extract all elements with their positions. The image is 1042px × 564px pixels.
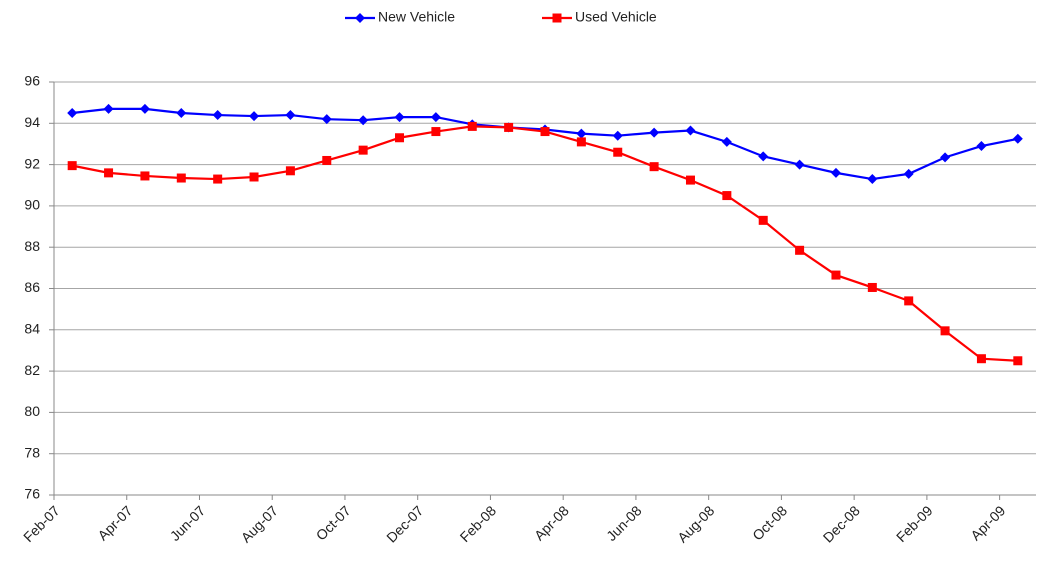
marker xyxy=(830,167,841,178)
y-tick-label: 84 xyxy=(24,321,40,337)
y-tick-label: 88 xyxy=(24,238,40,254)
legend-item: New Vehicle xyxy=(345,9,455,25)
marker xyxy=(795,245,805,255)
marker xyxy=(103,103,114,114)
marker xyxy=(285,166,295,176)
x-tick-label: Aug-08 xyxy=(674,502,717,545)
x-tick-label: Apr-07 xyxy=(94,502,135,543)
marker xyxy=(467,121,477,131)
marker xyxy=(285,110,296,121)
marker xyxy=(685,125,696,136)
marker xyxy=(721,136,732,147)
series-line xyxy=(72,107,1019,181)
marker xyxy=(904,296,914,306)
legend-label: New Vehicle xyxy=(378,9,455,25)
marker xyxy=(321,114,332,125)
y-tick-label: 92 xyxy=(24,155,40,171)
marker xyxy=(976,354,986,364)
marker xyxy=(431,127,441,137)
marker xyxy=(394,112,405,123)
marker xyxy=(504,122,514,132)
marker xyxy=(613,147,623,157)
marker xyxy=(758,215,768,225)
marker xyxy=(358,145,368,155)
marker xyxy=(249,111,260,122)
marker xyxy=(794,159,805,170)
marker xyxy=(612,130,623,141)
marker xyxy=(540,127,550,137)
marker xyxy=(940,152,951,163)
x-tick-label: Apr-09 xyxy=(967,502,1008,543)
x-tick-label: Feb-08 xyxy=(457,502,500,545)
x-tick-label: Aug-07 xyxy=(238,502,281,545)
x-tick-label: Dec-08 xyxy=(820,502,863,545)
marker xyxy=(685,175,695,185)
marker xyxy=(722,191,732,201)
marker xyxy=(176,107,187,118)
y-tick-label: 82 xyxy=(24,362,40,378)
marker xyxy=(867,282,877,292)
x-tick-label: Oct-07 xyxy=(313,502,354,543)
marker xyxy=(649,162,659,172)
marker xyxy=(358,115,369,126)
x-tick-label: Jun-07 xyxy=(167,502,209,544)
marker xyxy=(976,141,987,152)
marker xyxy=(355,13,365,23)
marker xyxy=(1012,133,1023,144)
y-tick-label: 80 xyxy=(24,403,40,419)
marker xyxy=(67,161,77,171)
series-line xyxy=(71,125,1018,362)
x-tick-label: Feb-09 xyxy=(893,502,936,545)
marker xyxy=(552,13,562,23)
marker xyxy=(249,172,259,182)
x-tick-label: Feb-07 xyxy=(20,502,63,545)
marker xyxy=(831,270,841,280)
marker xyxy=(430,112,441,123)
legend-label: Used Vehicle xyxy=(575,9,657,25)
marker xyxy=(322,155,332,165)
marker xyxy=(758,151,769,162)
marker xyxy=(649,127,660,138)
marker xyxy=(576,128,587,139)
marker xyxy=(176,173,186,183)
marker xyxy=(212,110,223,121)
marker xyxy=(67,107,78,118)
marker xyxy=(213,174,223,184)
marker xyxy=(139,103,150,114)
x-tick-label: Apr-08 xyxy=(531,502,572,543)
y-tick-label: 86 xyxy=(24,279,40,295)
marker xyxy=(576,137,586,147)
marker xyxy=(395,133,405,143)
y-tick-label: 76 xyxy=(24,486,40,502)
legend-item: Used Vehicle xyxy=(542,9,657,25)
y-tick-label: 78 xyxy=(24,444,40,460)
marker xyxy=(1013,356,1023,366)
x-tick-label: Jun-08 xyxy=(603,502,645,544)
x-tick-label: Oct-08 xyxy=(749,502,790,543)
y-tick-label: 94 xyxy=(24,114,40,130)
marker xyxy=(140,171,150,181)
marker xyxy=(940,326,950,336)
y-tick-label: 90 xyxy=(24,197,40,213)
y-tick-label: 96 xyxy=(24,73,40,89)
marker xyxy=(867,174,878,185)
marker xyxy=(903,168,914,179)
x-tick-label: Dec-07 xyxy=(383,502,426,545)
marker xyxy=(104,168,114,178)
